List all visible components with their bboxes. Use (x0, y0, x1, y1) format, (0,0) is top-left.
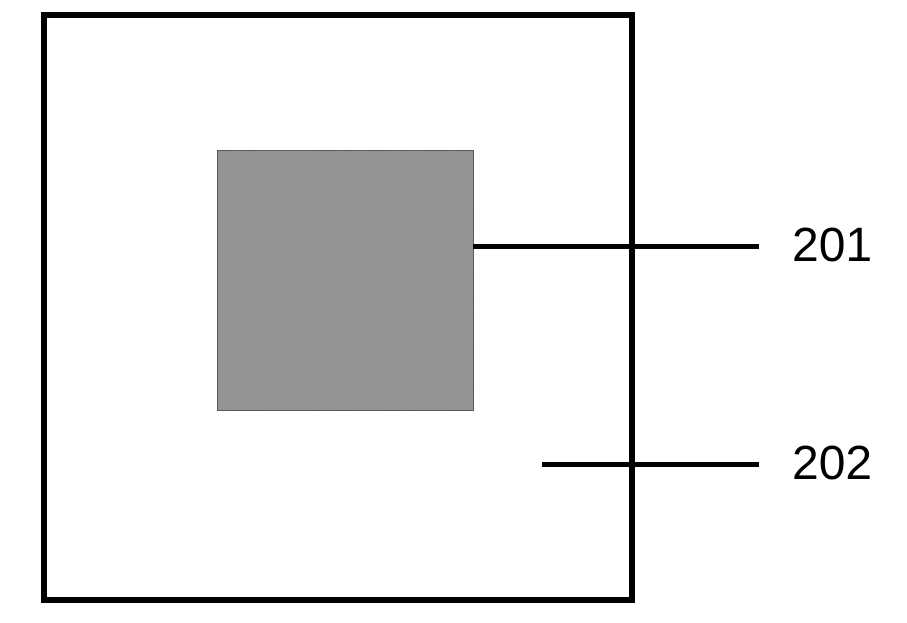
diagram-canvas: 201 202 (0, 0, 907, 623)
inner-noise-texture (218, 151, 473, 410)
inner-filled-square (217, 150, 474, 411)
callout-label-202: 202 (792, 436, 872, 491)
callout-label-201: 201 (792, 218, 872, 273)
leader-line-201 (473, 244, 759, 249)
leader-line-202 (542, 462, 759, 467)
